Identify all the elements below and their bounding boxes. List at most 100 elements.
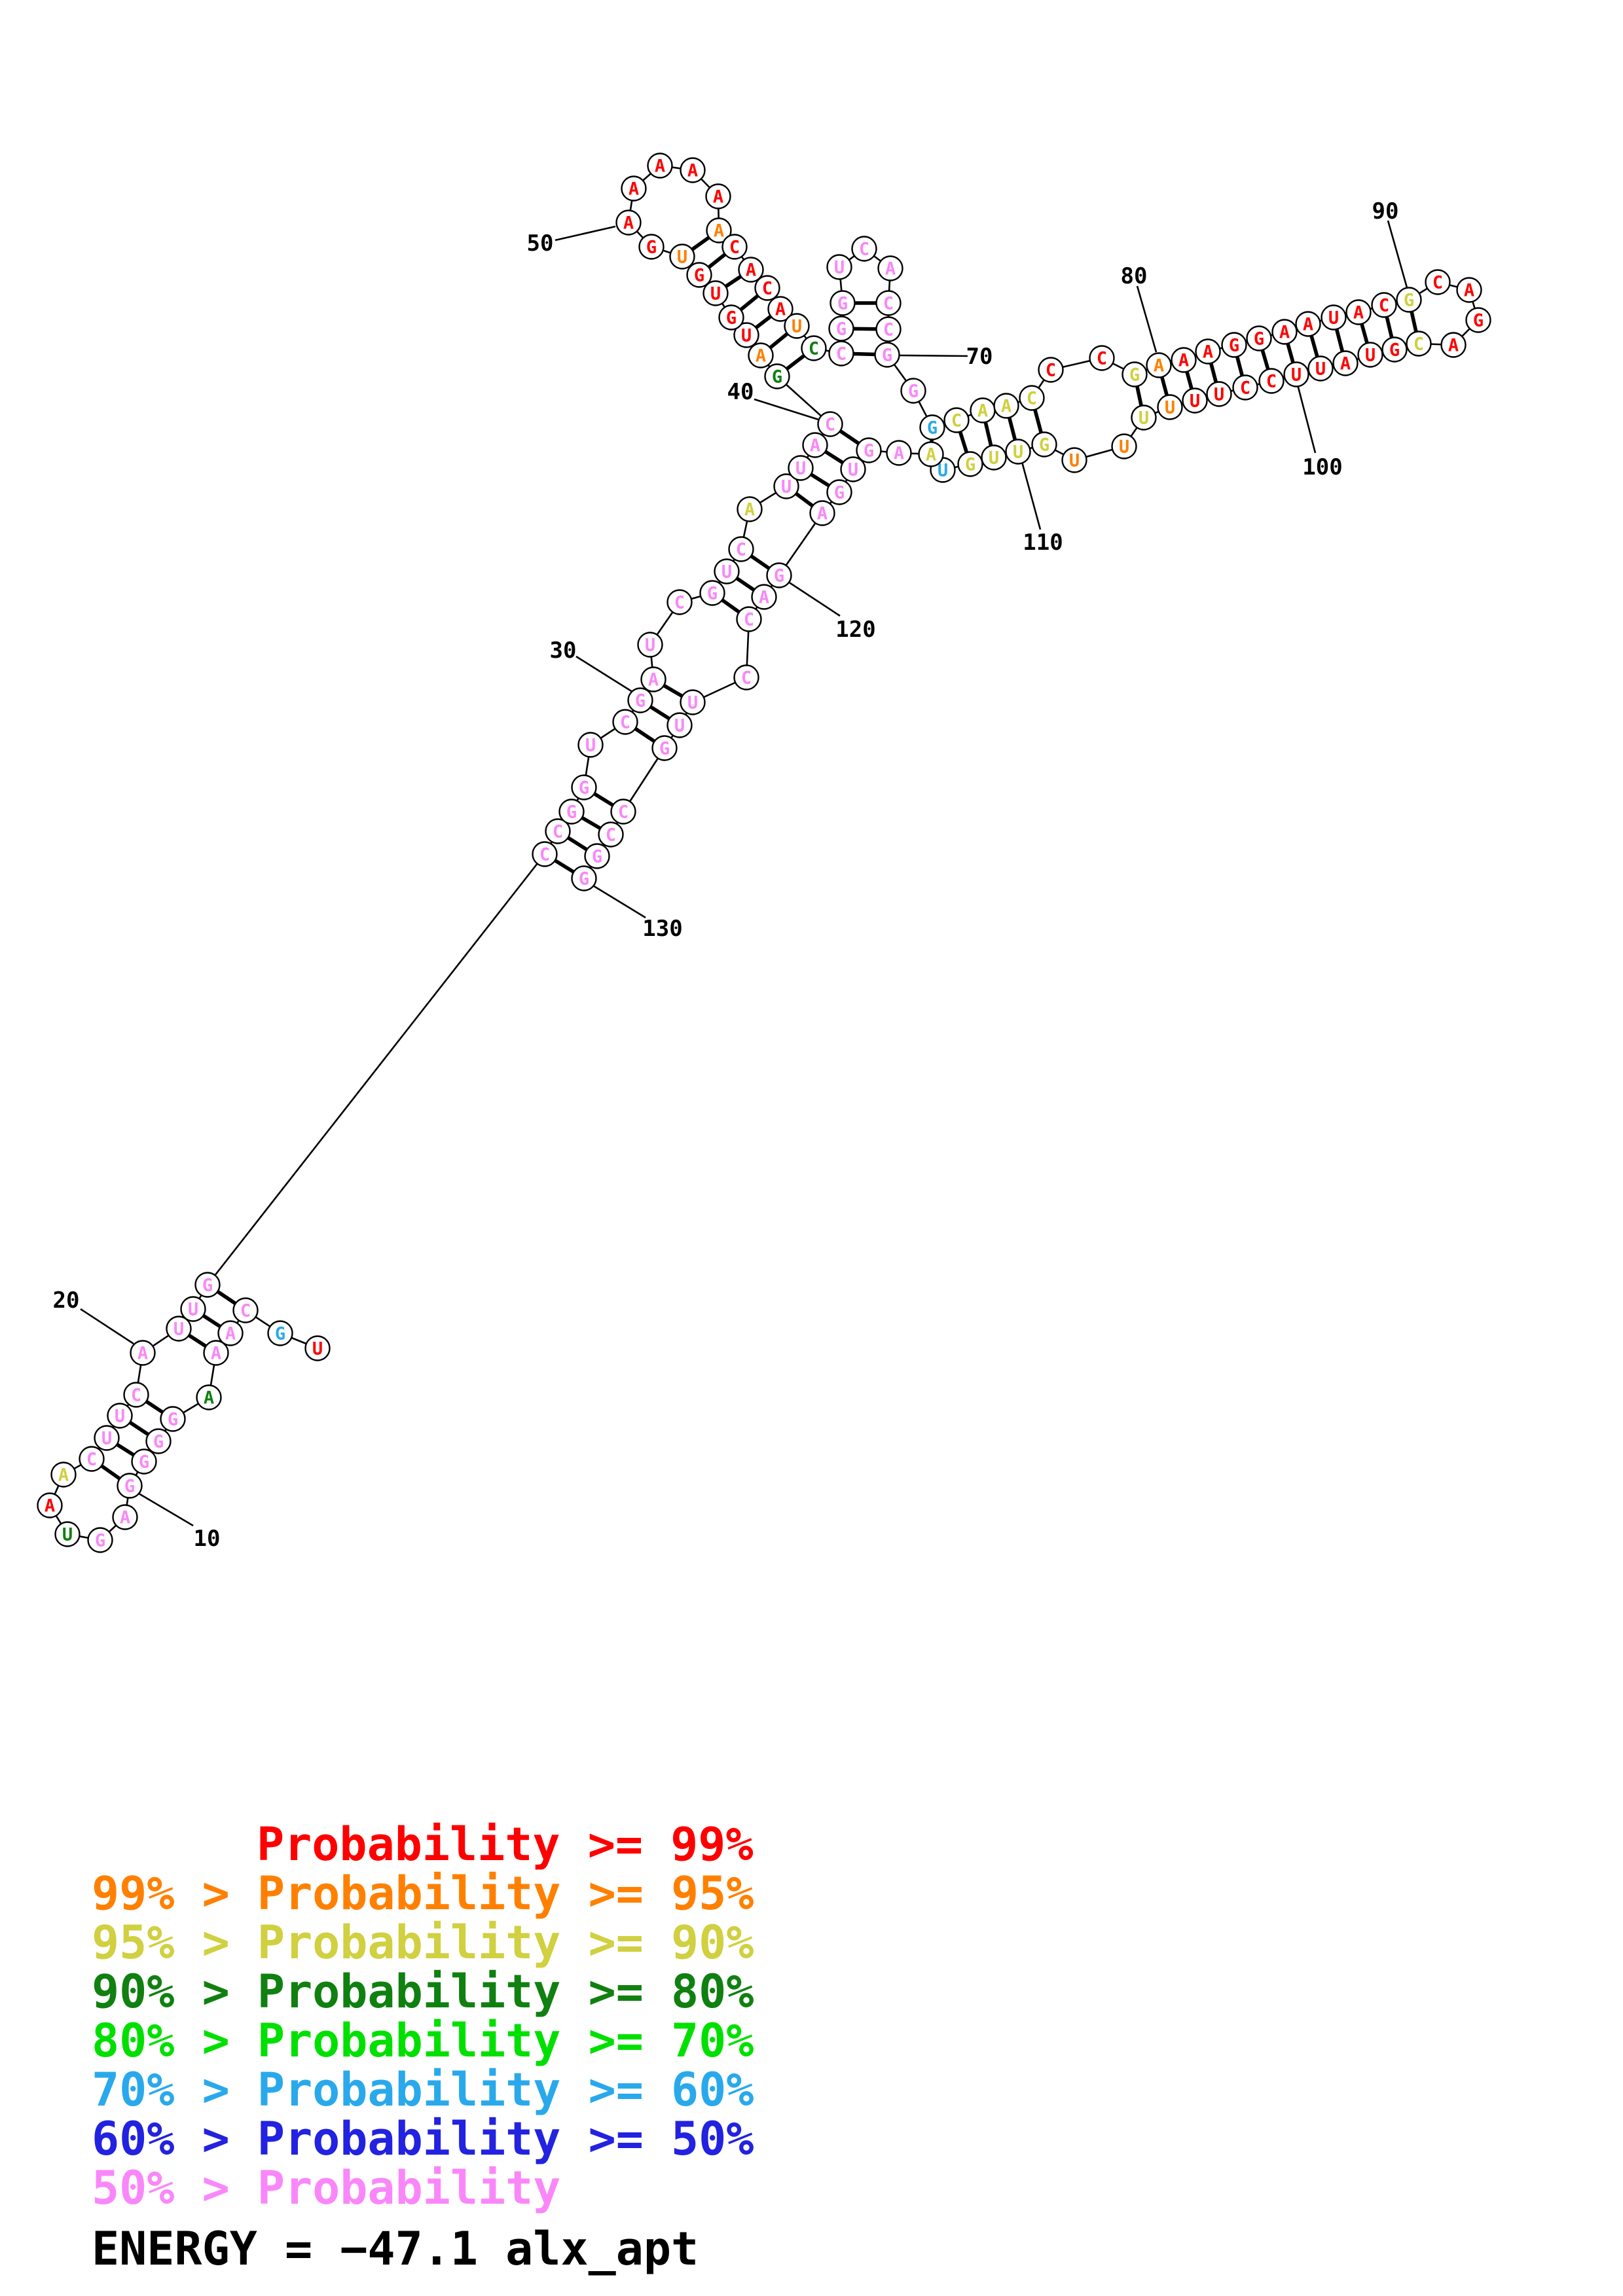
nucleotide-circle-125 [666, 712, 693, 738]
nucleotide-letter-59: A [775, 300, 786, 320]
nucleotide-circle-88 [1345, 299, 1372, 325]
nucleotide-circle-70 [874, 342, 900, 368]
nucleotide-circle-27 [571, 774, 597, 800]
nucleotide-circle-123 [733, 664, 759, 691]
nucleotide-letter-119: A [817, 504, 828, 524]
nucleotide-circle-25 [545, 818, 571, 844]
nucleotide-letter-78: C [1097, 349, 1107, 369]
nucleotide-letter-30: G [635, 691, 646, 711]
nucleotide-letter-43: A [756, 346, 766, 367]
nucleotide-letter-28: U [585, 736, 596, 756]
position-label: 70 [966, 344, 993, 370]
nucleotide-circle-36 [728, 536, 754, 562]
nucleotide-circle-64 [830, 290, 856, 316]
nucleotide-letter-7: G [168, 1410, 178, 1430]
nucleotide-letter-95: C [1413, 334, 1424, 355]
position-label: 80 [1121, 263, 1148, 289]
nucleotide-letter-45: G [726, 308, 737, 329]
nucleotide-letter-15: A [58, 1465, 69, 1486]
nucleotide-circle-16 [79, 1446, 105, 1472]
legend-row-7: 60% > Probability >= 50% [92, 2112, 754, 2166]
nucleotide-circle-119 [809, 500, 835, 526]
nucleotide-circle-46 [702, 280, 729, 306]
nucleotide-letter-56: C [729, 238, 740, 258]
nucleotide-letter-101: C [1266, 372, 1277, 392]
nucleotide-circle-111 [981, 444, 1007, 471]
nucleotide-letter-94: A [1448, 336, 1459, 356]
position-label-line [788, 581, 841, 617]
nucleotide-letter-120: G [774, 566, 784, 586]
nucleotide-letter-113: U [938, 461, 948, 481]
nucleotide-letter-57: A [746, 260, 756, 281]
nucleotide-circle-87 [1321, 304, 1347, 331]
nucleotide-letter-118: G [834, 483, 845, 503]
nucleotide-letter-60: U [792, 317, 802, 337]
nucleotide-circle-51 [621, 175, 647, 202]
nucleotide-circle-22 [180, 1296, 206, 1322]
position-label-line [899, 354, 968, 357]
nucleotide-circle-75 [993, 393, 1019, 419]
nucleotide-circle-99 [1307, 355, 1334, 382]
nucleotide-circle-10 [117, 1473, 143, 1499]
nucleotide-letter-24: C [539, 845, 550, 865]
nucleotide-circle-29 [612, 709, 638, 735]
nucleotide-circle-126 [651, 735, 678, 761]
nucleotide-letter-51: A [629, 179, 639, 200]
nucleotide-circle-72 [919, 414, 945, 440]
nucleotide-letter-114: A [926, 445, 936, 465]
legend-row-5: 80% > Probability >= 70% [92, 2014, 754, 2068]
position-label: 10 [194, 1526, 221, 1552]
nucleotide-letter-62: C [836, 344, 847, 365]
legend-row-8: 50% > Probability [92, 2161, 560, 2215]
nucleotide-circle-122 [736, 606, 762, 632]
nucleotide-circle-21 [166, 1316, 192, 1342]
nucleotide-letter-90: G [1404, 291, 1414, 311]
nucleotide-letter-75: A [1001, 397, 1012, 417]
nucleotide-circle-37 [737, 496, 763, 522]
nucleotide-circle-120 [766, 562, 792, 588]
nucleotide-circle-107 [1111, 433, 1137, 459]
nucleotide-circle-67 [877, 255, 903, 281]
nucleotide-circle-2 [267, 1320, 293, 1346]
legend-row-6: 70% > Probability >= 60% [92, 2063, 754, 2117]
nucleotide-circle-12 [87, 1527, 113, 1553]
nucleotide-circle-93 [1465, 307, 1491, 333]
nucleotide-circle-9 [131, 1448, 157, 1475]
nucleotide-circle-106 [1131, 404, 1157, 431]
nucleotide-letter-93: G [1473, 311, 1484, 331]
nucleotide-circle-57 [738, 257, 764, 283]
nucleotide-letter-109: G [1039, 435, 1049, 456]
nucleotide-letter-104: U [1190, 391, 1200, 412]
nucleotide-circle-35 [714, 558, 740, 584]
nucleotide-circle-104 [1182, 387, 1208, 414]
nucleotide-letter-26: G [566, 802, 577, 823]
nucleotide-circle-40 [802, 432, 828, 458]
nucleotide-circle-66 [851, 236, 877, 262]
nucleotide-letter-12: G [95, 1531, 105, 1551]
position-label-line [1136, 285, 1158, 353]
nucleotide-letter-36: C [736, 540, 746, 560]
position-label-line [555, 225, 616, 242]
position-label-line [754, 398, 819, 421]
position-label: 90 [1372, 198, 1399, 224]
nucleotide-letter-103: U [1214, 385, 1224, 405]
position-label: 30 [550, 637, 577, 664]
nucleotide-letter-4: A [225, 1324, 236, 1344]
nucleotide-letter-68: C [883, 294, 894, 314]
pair-bond-layer [90, 228, 1421, 1488]
nucleotide-circle-100 [1283, 361, 1309, 387]
nucleotide-letter-64: G [837, 294, 848, 314]
nucleotide-circle-48 [669, 243, 695, 270]
nucleotide-letter-39: U [795, 459, 806, 479]
nucleotide-letter-11: A [120, 1508, 130, 1528]
nucleotide-letter-124: U [687, 693, 698, 713]
nucleotide-letter-48: U [677, 247, 687, 268]
nucleotide-circle-44 [733, 322, 759, 348]
nucleotide-letter-72: G [927, 418, 938, 439]
nucleotide-letter-129: G [592, 847, 602, 867]
nucleotide-letter-70: G [882, 346, 892, 366]
nucleotide-letter-9: G [139, 1452, 149, 1473]
nucleotide-letter-55: A [714, 221, 724, 242]
nucleotide-letter-84: G [1254, 329, 1264, 350]
